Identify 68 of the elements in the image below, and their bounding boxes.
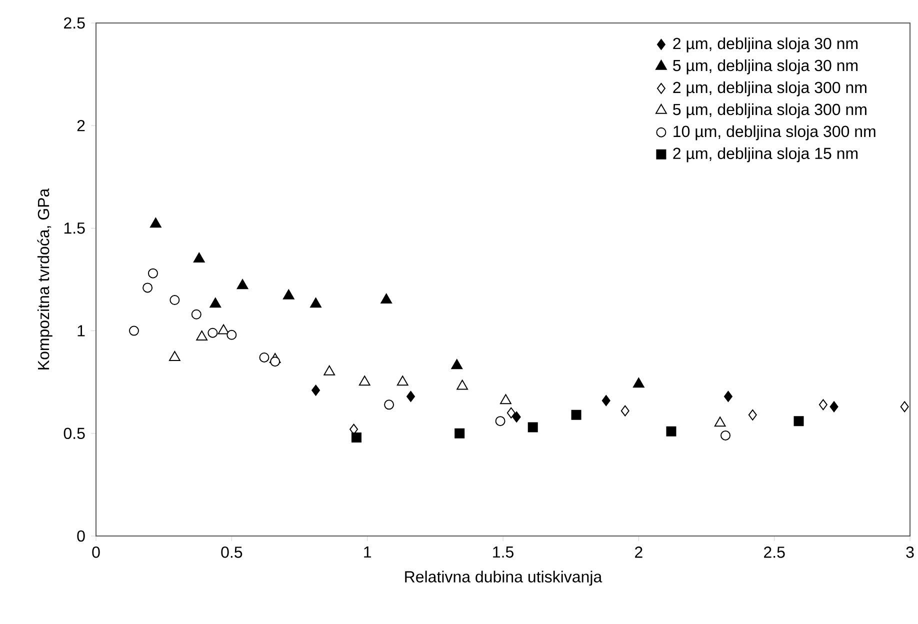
legend-label: 2 µm, debljina sloja 15 nm — [673, 147, 858, 162]
point — [380, 294, 392, 304]
point — [324, 365, 336, 376]
point — [396, 376, 408, 386]
point — [170, 295, 180, 306]
point — [168, 350, 180, 361]
point — [210, 298, 222, 308]
point — [454, 428, 465, 438]
point — [148, 268, 158, 278]
y-tick-label: 2.5 — [64, 17, 85, 29]
point — [142, 282, 153, 293]
point — [528, 422, 538, 432]
point — [236, 279, 248, 290]
point — [406, 390, 415, 402]
y-tick-label: 1 — [78, 325, 85, 336]
point — [456, 380, 468, 390]
point — [720, 430, 730, 440]
x-tick-label: 2 — [635, 546, 642, 558]
point — [259, 352, 270, 362]
point — [571, 410, 582, 420]
legend-label: 10 µm, debljina sloja 300 nm — [674, 125, 876, 140]
x-tick-label: 1 — [364, 546, 372, 558]
point — [384, 400, 394, 410]
point — [128, 326, 139, 336]
point — [218, 324, 230, 334]
point — [312, 384, 320, 396]
point — [191, 309, 202, 320]
point — [451, 359, 463, 370]
x-tick-label: 1.5 — [493, 546, 514, 558]
point — [714, 416, 726, 427]
point — [150, 218, 162, 228]
point — [270, 356, 280, 367]
point — [310, 298, 322, 308]
point — [818, 399, 828, 410]
legend-label: 2 µm, debljina sloja 300 nm — [673, 81, 866, 96]
point — [196, 330, 208, 340]
point — [632, 378, 644, 388]
y-tick-label: 0 — [77, 530, 85, 542]
point — [226, 330, 237, 340]
point — [830, 401, 838, 412]
point — [602, 395, 610, 406]
x-tick-label: 0.5 — [221, 546, 242, 558]
legend-label: 5 µm, debljina sloja 30 nm — [673, 59, 858, 74]
point — [495, 416, 506, 426]
point — [666, 426, 676, 436]
point — [620, 405, 630, 416]
point — [748, 409, 757, 420]
x-tick-label: 3 — [906, 546, 914, 558]
y-axis-title: Kompozitna tvrdoća, GPa — [37, 188, 52, 370]
point — [282, 289, 294, 300]
point — [900, 401, 909, 412]
y-tick-label: 2 — [77, 120, 85, 132]
point — [193, 252, 205, 262]
legend-label: 2 µm, debljina sloja 30 nm — [673, 37, 858, 52]
point — [500, 394, 512, 404]
point — [208, 328, 218, 338]
x-axis-title: Relativna dubina utiskivanja — [405, 570, 602, 586]
y-tick-label: 1.5 — [64, 222, 85, 234]
point — [358, 376, 370, 386]
point — [351, 432, 362, 442]
point — [724, 390, 732, 402]
x-tick-label: 2.5 — [764, 546, 785, 558]
point — [794, 416, 804, 426]
x-tick-label: 0 — [92, 546, 100, 558]
point — [512, 411, 521, 422]
y-tick-label: 0.5 — [64, 428, 85, 440]
point — [506, 407, 516, 418]
legend-label: 5 µm, debljina sloja 300 nm — [673, 103, 866, 118]
